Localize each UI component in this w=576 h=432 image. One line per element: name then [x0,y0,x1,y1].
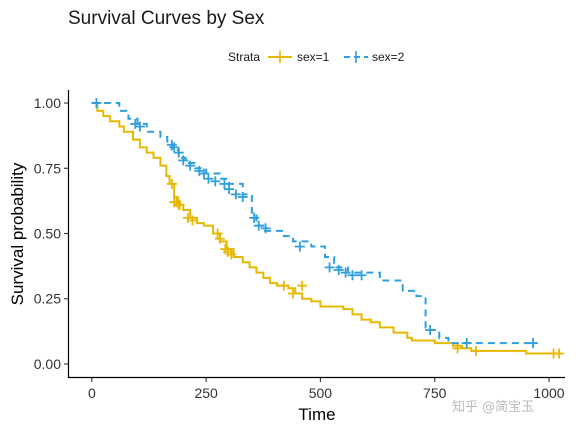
censor-mark [214,233,225,244]
censor-mark [470,345,481,356]
censor-mark [212,228,223,239]
censor-mark [178,155,189,166]
legend-title: Strata [228,50,260,64]
censor-mark [324,262,335,273]
censor-mark [452,343,463,354]
censor-mark [187,215,198,226]
survival-curve-sex-2 [91,102,533,345]
x-tick-label: 750 [423,385,447,401]
censor-mark [278,280,289,291]
y-tick-label: 0.75 [34,160,61,176]
censor-mark [210,176,221,187]
censor-mark [356,270,367,281]
legend: Strata sex=1 sex=2 [228,50,405,64]
x-axis-title: Time [298,405,335,424]
x-tick-label: 500 [309,385,333,401]
legend-label-sex-2: sex=2 [372,50,405,64]
censor-mark [185,160,196,171]
censor-mark [288,288,298,299]
censor-mark [253,220,264,231]
watermark: 知乎 @简宝玉 [452,399,534,415]
x-axis-ticks: 0 250 500 750 1000 [88,378,565,401]
censor-mark [224,184,234,195]
y-tick-label: 0.00 [34,356,61,372]
censor-mark [226,249,237,260]
censor-mark [166,178,177,189]
censor-mark [91,98,102,109]
censor-mark [340,267,351,278]
legend-label-sex-1: sex=1 [297,50,330,64]
censor-mark [198,168,209,179]
plot-area [91,98,565,359]
censor-mark [230,189,241,200]
y-tick-label: 1.00 [34,95,61,111]
chart-title: Survival Curves by Sex [68,8,265,29]
survival-curve-sex-1 [91,102,560,355]
censor-mark [297,280,308,291]
censor-mark [294,241,305,252]
censor-mark [173,147,184,158]
censor-mark [237,191,248,202]
censor-mark [333,265,344,276]
x-tick-label: 1000 [533,385,564,401]
censor-mark [174,199,185,210]
y-tick-label: 0.25 [34,291,61,307]
censor-mark [554,348,565,359]
y-axis-title: Survival probability [8,162,27,305]
censor-mark [219,178,230,189]
y-axis-ticks: 0.00 0.25 0.50 0.75 1.00 [34,95,68,372]
censor-mark [134,121,145,132]
x-tick-label: 0 [88,385,96,401]
x-tick-label: 250 [194,385,218,401]
censor-mark [260,223,271,234]
censor-mark [461,338,472,349]
censor-mark [169,142,180,153]
legend-key-sex-1 [268,51,292,63]
censor-mark [203,173,214,184]
censor-mark [347,270,358,281]
censor-mark [249,212,260,223]
y-tick-label: 0.50 [34,226,61,242]
legend-key-sex-2 [344,51,368,63]
censor-mark [528,338,538,349]
censor-mark [425,325,436,336]
